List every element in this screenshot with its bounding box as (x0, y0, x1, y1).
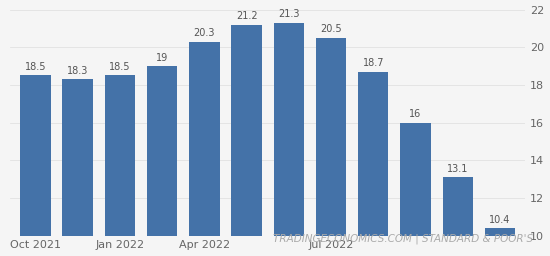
Bar (274, 23, 304, 236)
Text: 18.5: 18.5 (25, 62, 46, 72)
Bar (443, 177, 473, 236)
Bar (316, 38, 346, 236)
Text: 16: 16 (409, 109, 422, 119)
Text: 18.3: 18.3 (67, 66, 89, 76)
Text: 18.5: 18.5 (109, 62, 131, 72)
Text: 20.3: 20.3 (194, 28, 215, 38)
Bar (232, 25, 262, 236)
Text: 19: 19 (156, 53, 168, 63)
Bar (20, 76, 51, 236)
Bar (189, 41, 219, 236)
Bar (147, 66, 177, 236)
Text: 21.2: 21.2 (236, 11, 257, 21)
Text: TRADINGECONOMICS.COM | STANDARD & POOR'S: TRADINGECONOMICS.COM | STANDARD & POOR'S (273, 234, 534, 244)
Text: 10.4: 10.4 (490, 215, 511, 225)
Bar (400, 123, 431, 236)
Text: 13.1: 13.1 (447, 164, 469, 174)
Bar (104, 76, 135, 236)
Bar (485, 228, 515, 236)
Bar (63, 79, 93, 236)
Text: 20.5: 20.5 (320, 24, 342, 34)
Text: 21.3: 21.3 (278, 9, 300, 19)
Text: 18.7: 18.7 (362, 58, 384, 68)
Bar (358, 72, 388, 236)
